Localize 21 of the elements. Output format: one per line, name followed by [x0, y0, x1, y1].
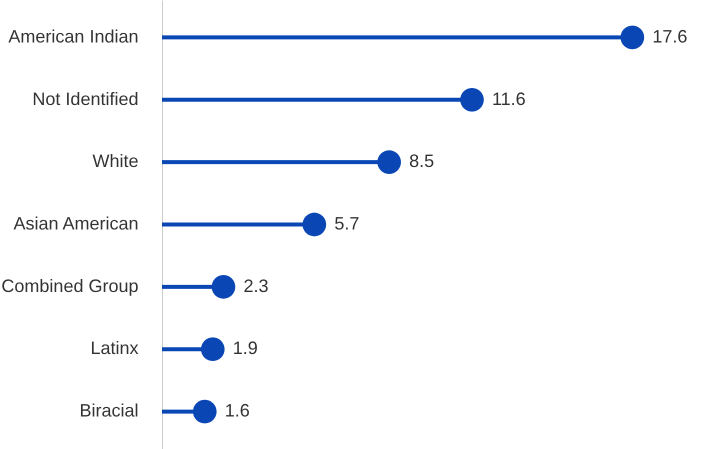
y-tick-label: American Indian: [8, 26, 138, 46]
data-label: 1.9: [232, 338, 258, 358]
point: [192, 400, 217, 424]
data-label: 17.6: [652, 26, 688, 46]
data-label: 8.5: [409, 151, 434, 172]
point: [200, 337, 225, 362]
data-label: 11.6: [492, 88, 526, 109]
point: [377, 150, 401, 174]
point: [460, 88, 484, 112]
y-tick-label: Biracial: [79, 400, 138, 421]
y-tick-label: White: [92, 151, 138, 172]
y-tick-label: Combined Group: [1, 276, 138, 296]
data-label: 1.6: [224, 400, 250, 421]
y-tick-label: Latinx: [90, 338, 138, 358]
data-label: 2.3: [243, 276, 268, 296]
y-tick-label: Not Identified: [32, 88, 138, 109]
point: [212, 275, 236, 299]
point: [620, 26, 644, 50]
data-label: 5.7: [334, 214, 360, 234]
point: [302, 212, 326, 236]
y-tick-label: Asian American: [13, 214, 138, 234]
